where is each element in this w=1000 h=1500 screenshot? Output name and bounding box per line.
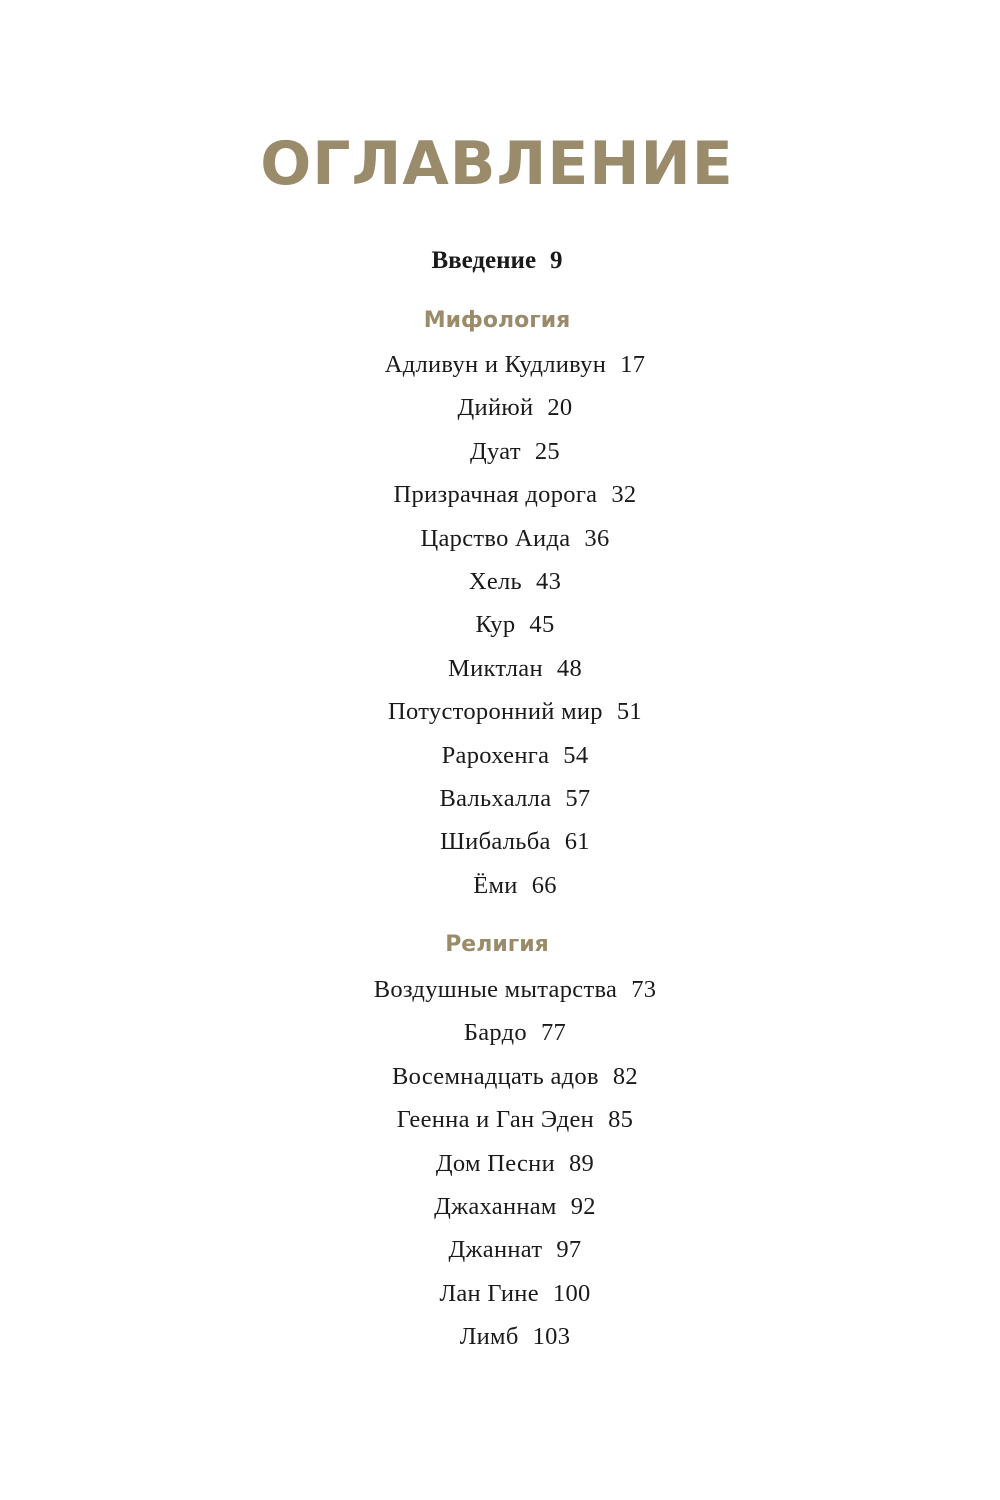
entry-page: 43	[536, 567, 562, 595]
toc-entry[interactable]: Джаннат 97	[0, 1228, 1000, 1271]
toc-entry[interactable]: Дуат 25	[0, 430, 1000, 473]
entry-label: Дуат	[470, 437, 521, 465]
entry-label: Геенна и Ган Эден	[396, 1106, 595, 1134]
toc-entry[interactable]: Вальхалла 57	[0, 777, 1000, 820]
page-title: ОГЛАВЛЕНИЕ	[260, 129, 734, 199]
entry-label: Шибальба	[440, 828, 551, 856]
entry-label: Восемнадцать адов	[392, 1062, 599, 1090]
entry-label: Дийюй	[457, 394, 534, 422]
toc-entry[interactable]: Рарохенга 54	[0, 734, 1000, 777]
toc-entry[interactable]: Лимб 103	[0, 1315, 1000, 1358]
entry-page: 66	[531, 871, 557, 899]
entry-page: 97	[556, 1236, 582, 1264]
toc-entry[interactable]: Геенна и Ган Эден 85	[0, 1098, 1000, 1141]
entry-page: 54	[563, 741, 589, 769]
entry-label: Дом Песни	[435, 1149, 555, 1177]
toc-entry[interactable]: Восемнадцать адов 82	[0, 1055, 1000, 1098]
section-heading-mythology: Мифология	[423, 308, 571, 333]
toc-list-religion: Воздушные мытарства 73 Бардо 77 Восемнадцать…	[0, 968, 1000, 1359]
entry-label: Введение	[431, 247, 537, 274]
toc-entry[interactable]: Лан Гине 100	[0, 1272, 1000, 1315]
toc-entry[interactable]: Шибальба 61	[0, 820, 1000, 863]
entry-page: 48	[556, 654, 582, 682]
entry-page: 17	[620, 351, 646, 378]
toc-entry[interactable]: Миктлан 48	[0, 647, 1000, 690]
toc-entry[interactable]: Дийюй 20	[0, 386, 1000, 429]
toc-entry[interactable]: Хель 43	[0, 560, 1000, 603]
section-heading-religion: Религия	[445, 932, 549, 957]
entry-page: 92	[570, 1192, 596, 1220]
entry-page: 103	[532, 1323, 571, 1351]
entry-page: 45	[529, 611, 555, 639]
toc-entry[interactable]: Царство Аида 36	[0, 517, 1000, 560]
toc-entry-introduction[interactable]: Введение 9	[0, 244, 994, 278]
entry-label: Кур	[475, 611, 516, 639]
entry-page: 57	[565, 784, 591, 812]
entry-page: 100	[552, 1279, 591, 1307]
entry-page: 73	[631, 976, 657, 1003]
entry-page: 89	[569, 1149, 595, 1177]
entry-label: Лимб	[459, 1323, 519, 1351]
entry-label: Рарохенга	[441, 741, 550, 769]
entry-label: Бардо	[463, 1019, 527, 1047]
entry-page: 77	[540, 1019, 567, 1047]
toc-list-mythology: Адливун и Кудливун 17 Дийюй 20 Дуат 25 Призрач…	[0, 343, 1000, 907]
entry-label: Хель	[468, 567, 523, 595]
entry-page: 20	[547, 394, 573, 422]
entry-label: Ёми	[473, 871, 518, 899]
entry-label: Воздушные мытарства	[373, 976, 618, 1003]
toc-entry[interactable]: Ёми 66	[0, 864, 1000, 907]
toc-entry[interactable]: Потусторонний мир 51	[0, 690, 1000, 733]
toc-entry[interactable]: Кур 45	[0, 603, 1000, 646]
toc-entry[interactable]: Бардо 77	[0, 1011, 1000, 1054]
entry-label: Миктлан	[448, 654, 543, 682]
entry-page: 61	[564, 828, 590, 856]
entry-label: Потусторонний мир	[388, 698, 603, 726]
toc-entry[interactable]: Призрачная дорога 32	[0, 473, 1000, 516]
toc-entry[interactable]: Дом Песни 89	[0, 1142, 1000, 1185]
entry-page: 85	[608, 1106, 634, 1134]
entry-label: Вальхалла	[439, 784, 552, 812]
entry-label: Адливун и Кудливун	[384, 351, 607, 378]
entry-page: 9	[550, 247, 563, 274]
entry-label: Царство Аида	[420, 524, 571, 552]
toc-entry[interactable]: Воздушные мытарства 73	[0, 968, 1000, 1011]
entry-page: 25	[534, 437, 560, 465]
entry-label: Джаннат	[448, 1236, 543, 1264]
entry-page: 51	[616, 698, 642, 726]
toc-entry[interactable]: Джаханнам 92	[0, 1185, 1000, 1228]
entry-page: 36	[584, 524, 610, 552]
entry-page: 82	[612, 1062, 638, 1090]
entry-label: Лан Гине	[439, 1279, 539, 1307]
entry-page: 32	[611, 481, 637, 509]
toc-entry[interactable]: Адливун и Кудливун 17	[0, 343, 1000, 386]
entry-label: Джаханнам	[434, 1192, 557, 1220]
entry-label: Призрачная дорога	[393, 481, 598, 509]
